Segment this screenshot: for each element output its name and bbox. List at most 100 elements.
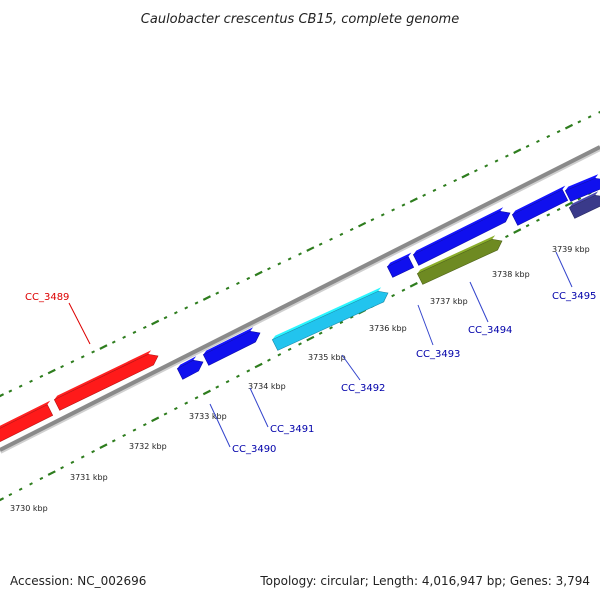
kbp-label: 3733 kbp: [189, 412, 227, 421]
outer-tick-mark: [370, 218, 375, 222]
outer-tick-mark: [349, 227, 354, 232]
outer-tick-mark: [236, 281, 240, 285]
gene-arrow-shading: [413, 207, 504, 255]
outer-tick-mark: [194, 301, 199, 305]
inner-tick-mark: [525, 224, 530, 228]
inner-tick-mark: [70, 460, 75, 464]
outer-tick-mark: [564, 123, 574, 130]
outer-tick-mark: [546, 134, 551, 139]
label-leaders: [68, 251, 573, 448]
outer-tick-mark: [525, 144, 530, 148]
gene-arrow[interactable]: [386, 256, 415, 278]
kbp-labels: 3730 kbp 3731 kbp 3732 kbp 3733 kbp 3734 kbp…: [10, 245, 590, 513]
gene-arrow[interactable]: [176, 359, 204, 380]
gene-label[interactable]: CC_3491: [270, 424, 314, 435]
inner-tick-mark: [173, 406, 178, 411]
inner-tick-mark: [277, 353, 282, 357]
label-leader-line: [209, 403, 231, 448]
map-title: Caulobacter crescentus CB15, complete ge…: [141, 12, 459, 27]
gene-arrow[interactable]: [202, 330, 261, 366]
gene-label[interactable]: CC_3489: [25, 292, 69, 303]
outer-tick-mark: [267, 267, 271, 271]
gene-arrow-shading: [569, 191, 599, 208]
kbp-label: 3730 kbp: [10, 504, 48, 513]
inner-tick-mark: [556, 207, 561, 212]
outer-tick-mark: [246, 276, 251, 281]
outer-tick-mark: [132, 330, 137, 334]
outer-tick-mark: [587, 115, 592, 119]
gene-label[interactable]: CC_3490: [232, 444, 276, 455]
outer-tick-mark: [91, 350, 95, 354]
gene-arrow-shading: [177, 356, 197, 369]
inner-tick-mark: [267, 358, 271, 362]
label-leader-line: [341, 354, 361, 381]
outer-tick-mark: [111, 340, 116, 344]
backbone-line: [0, 145, 600, 452]
label-leader-line: [469, 281, 489, 323]
inner-tick-mark: [215, 385, 220, 389]
outer-tick-mark: [505, 154, 509, 158]
kbp-label: 3735 kbp: [308, 353, 346, 362]
inner-tick-mark: [409, 282, 418, 288]
gene-arrow[interactable]: [271, 290, 389, 351]
gene-label[interactable]: CC_3495: [552, 291, 596, 302]
inner-tick-mark: [132, 428, 137, 432]
kbp-label: 3734 kbp: [248, 382, 286, 391]
inner-tick-mark: [401, 288, 406, 292]
outer-tick-mark: [151, 319, 160, 326]
inner-tick-mark: [122, 433, 127, 438]
gene-arrow-shading: [387, 252, 412, 267]
inner-tick-track: [0, 186, 600, 502]
gene-arrow-shading: [0, 400, 51, 429]
outer-tick-mark: [122, 335, 127, 339]
inner-tick-mark: [163, 412, 168, 416]
label-leader-line: [68, 302, 91, 345]
outer-tick-mark: [8, 389, 13, 393]
inner-tick-mark: [18, 487, 23, 491]
outer-tick-mark: [358, 221, 367, 228]
kbp-label: 3731 kbp: [70, 473, 108, 482]
inner-tick-mark: [91, 449, 95, 454]
gene-arrow-shading: [417, 235, 496, 274]
gene-label[interactable]: CC_3492: [341, 383, 385, 394]
outer-tick-mark: [598, 110, 600, 114]
gene-arrow[interactable]: [0, 404, 54, 446]
inner-tick-mark: [29, 482, 33, 486]
inner-tick-mark: [80, 455, 85, 459]
label-leader-line: [417, 304, 434, 346]
inner-tick-mark: [329, 326, 333, 330]
gene-arrow[interactable]: [412, 210, 511, 266]
gene-label[interactable]: CC_3493: [416, 349, 460, 360]
inner-tick-mark: [349, 315, 354, 319]
outer-tick-mark: [202, 295, 211, 301]
gene-arrow-shading: [203, 327, 254, 355]
outer-tick-mark: [225, 286, 230, 290]
inner-tick-mark: [184, 401, 189, 405]
gene-arrow[interactable]: [511, 189, 569, 226]
outer-tick-mark: [29, 379, 33, 383]
inner-tick-mark: [142, 423, 147, 427]
inner-tick-mark: [391, 293, 395, 298]
inner-tick-mark: [339, 320, 344, 325]
outer-tick-mark: [254, 270, 263, 277]
inner-tick-mark: [318, 331, 323, 335]
gene-arrow[interactable]: [416, 238, 503, 285]
gene-arrow-shading: [565, 174, 599, 191]
inner-tick-mark: [536, 218, 540, 222]
outer-tick-mark: [380, 213, 385, 217]
outer-tick-mark: [432, 188, 437, 192]
inner-tick-mark: [151, 416, 160, 423]
outer-tick-mark: [461, 172, 470, 179]
gene-arrow[interactable]: [53, 353, 159, 411]
outer-tick-mark: [442, 183, 447, 188]
label-leader-line: [555, 251, 573, 288]
outer-tick-mark: [99, 344, 108, 350]
gene-arrow[interactable]: [564, 177, 600, 202]
outer-tick-mark: [453, 178, 458, 183]
inner-tick-mark: [577, 197, 582, 201]
inner-tick-mark: [254, 362, 263, 369]
outer-tick-mark: [173, 311, 178, 315]
gene-arrow[interactable]: [568, 194, 600, 219]
gene-label[interactable]: CC_3494: [468, 325, 512, 336]
outer-tick-mark: [577, 120, 582, 124]
